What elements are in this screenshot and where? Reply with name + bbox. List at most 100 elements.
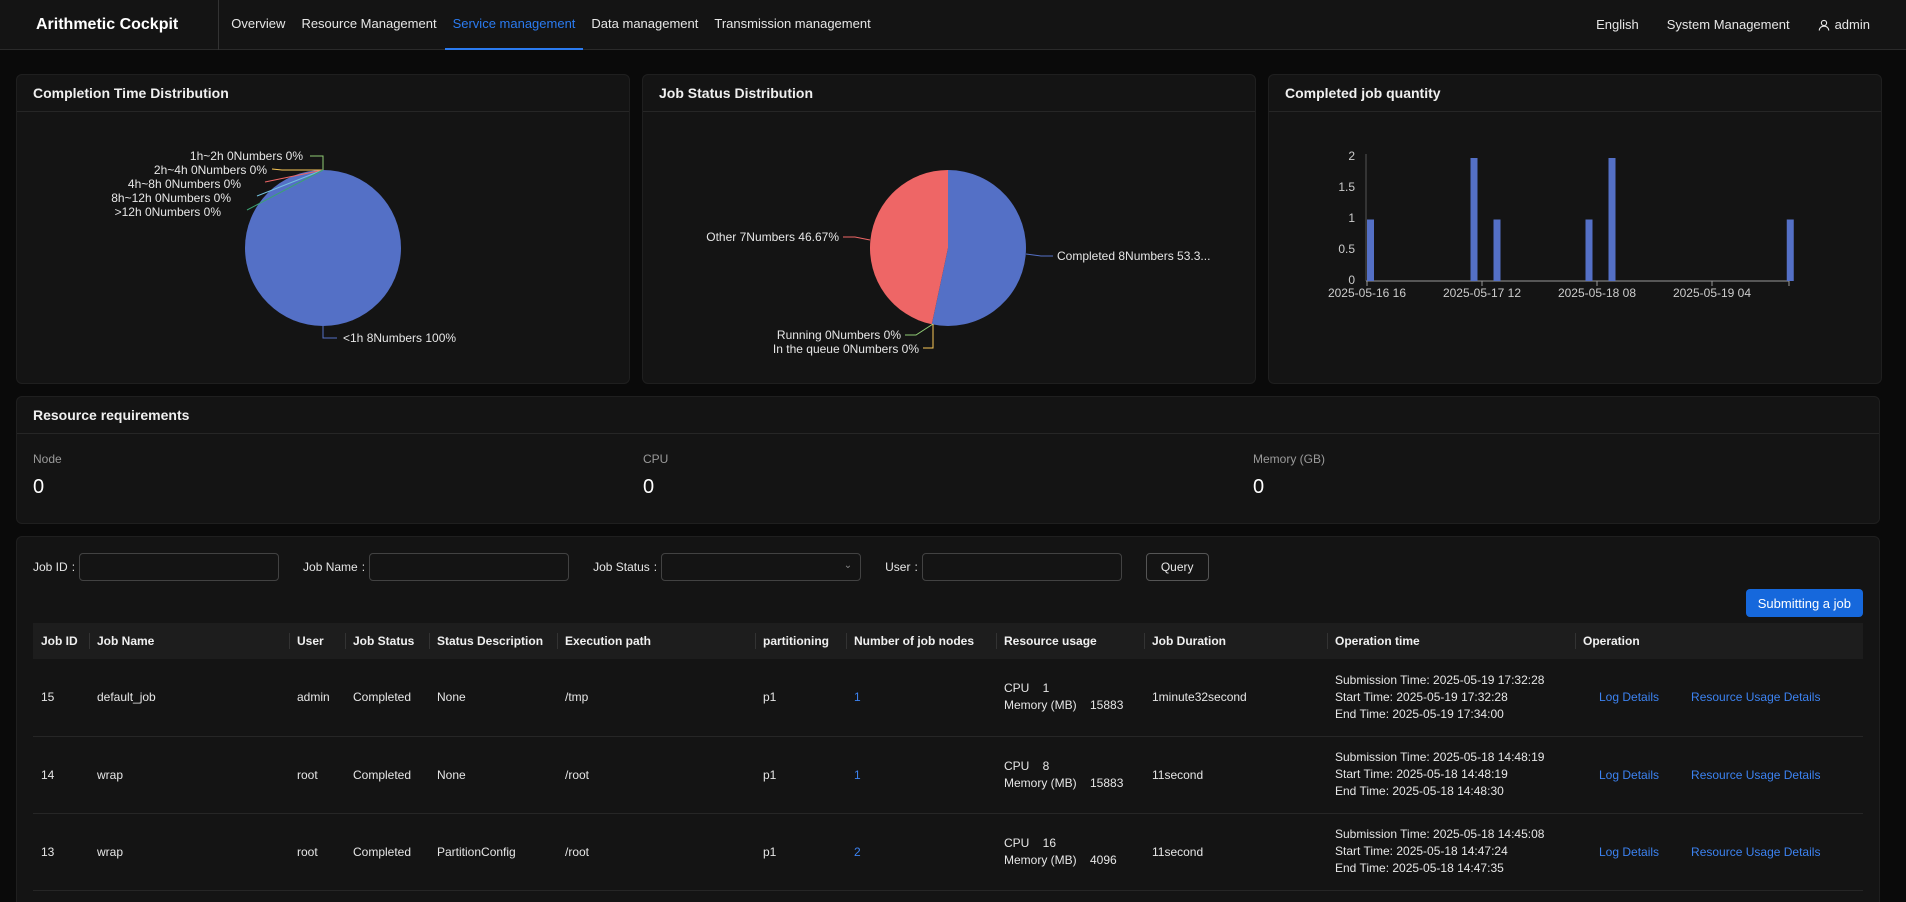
cell-job-duration: 1minute32second <box>1144 659 1327 737</box>
cell-operation: Log Details Resource Usage Details <box>1575 736 1863 814</box>
resource-cpu-value: 0 <box>643 476 655 498</box>
main-nav: Overview Resource Management Service man… <box>218 0 878 50</box>
bar-2025051806[interactable] <box>1585 219 1593 282</box>
bar-2025051917[interactable] <box>1786 219 1794 282</box>
submit-job-button[interactable]: Submitting a job <box>1745 589 1863 617</box>
label-queue: In the queue 0Numbers 0% <box>773 342 919 356</box>
resource-cpu-label: CPU <box>643 452 669 466</box>
x-tick-label: 2025-05-17 12 <box>1443 286 1521 300</box>
table-row: 13 wrap root Completed PartitionConfig /… <box>33 813 1863 891</box>
pie-slice-other[interactable] <box>869 170 948 325</box>
x-tick-label: 2025-05-18 08 <box>1558 286 1636 300</box>
cell-operation: Log Details Resource Usage Details <box>1575 813 1863 891</box>
resource-usage-details-link[interactable]: Resource Usage Details <box>1691 844 1821 859</box>
table-row: 14 wrap root Completed None /root p1 1 C… <box>33 736 1863 814</box>
col-job-nodes: Number of job nodes <box>846 623 996 659</box>
end-time: End Time: 2025-05-18 14:48:30 <box>1335 784 1504 798</box>
bar-2025051616[interactable] <box>1367 219 1374 282</box>
cell-user: root <box>289 736 345 814</box>
query-button[interactable]: Query <box>1145 553 1209 581</box>
y-tick-0: 0 <box>1348 273 1355 287</box>
cell-job-status: Completed <box>345 659 429 737</box>
label-line-running <box>905 323 934 336</box>
resource-usage-details-link[interactable]: Resource Usage Details <box>1691 690 1821 705</box>
submission-time: Submission Time: 2025-05-18 14:45:08 <box>1335 827 1545 841</box>
cell-resource-usage: CPU 16 Memory (MB) 4096 <box>996 813 1144 891</box>
cell-job-id: 13 <box>33 813 89 891</box>
y-tick-0-5: 0.5 <box>1338 242 1355 256</box>
user-icon <box>1818 19 1829 31</box>
bar-2025051714[interactable] <box>1493 219 1501 282</box>
job-id-label: Job ID <box>33 560 68 574</box>
cpu-usage: CPU 1 <box>1004 681 1050 696</box>
nav-resource-management[interactable]: Resource Management <box>301 15 437 31</box>
job-status-title: Job Status Distribution <box>643 75 1255 112</box>
cell-job-status: Completed <box>345 736 429 814</box>
job-name-label: Job Name <box>303 560 358 574</box>
log-details-link[interactable]: Log Details <box>1599 690 1660 705</box>
col-job-id: Job ID <box>33 623 89 659</box>
cell-user: root <box>289 813 345 891</box>
label-running: Running 0Numbers 0% <box>777 328 901 342</box>
nav-transmission-management[interactable]: Transmission management <box>714 15 871 31</box>
job-id-input[interactable] <box>79 553 280 581</box>
nav-service-management[interactable]: Service management <box>444 0 584 50</box>
nav-data-management[interactable]: Data management <box>591 15 699 31</box>
col-job-name: Job Name <box>89 623 289 659</box>
log-details-link[interactable]: Log Details <box>1599 767 1660 782</box>
completion-time-title: Completion Time Distribution <box>17 75 629 112</box>
pie-slice-lt1h[interactable] <box>245 170 401 326</box>
completed-quantity-title: Completed job quantity <box>1269 75 1881 112</box>
pie-slice-completed[interactable] <box>931 170 1026 326</box>
cpu-usage: CPU 16 <box>1004 835 1057 850</box>
label-lt1h: <1h 8Numbers 100% <box>343 331 456 345</box>
cell-job-id: 14 <box>33 736 89 814</box>
memory-usage: Memory (MB) 4096 <box>1004 852 1117 867</box>
label-2h4h: 2h~4h 0Numbers 0% <box>154 163 267 177</box>
memory-usage: Memory (MB) 15883 <box>1004 775 1124 790</box>
cell-job-id: 15 <box>33 659 89 737</box>
x-tick-label: 2025-05-19 04 <box>1673 286 1751 300</box>
user-input[interactable] <box>921 553 1122 581</box>
cell-partitioning: p1 <box>755 659 846 737</box>
y-tick-1: 1 <box>1348 211 1355 225</box>
cell-job-nodes: 1 <box>846 659 996 737</box>
completed-quantity-panel: Completed job quantity 0 0.5 1 1.5 2 202… <box>1268 74 1882 384</box>
job-status-select[interactable]: ⌄ <box>661 553 862 581</box>
user-menu[interactable]: admin <box>1818 17 1870 32</box>
job-status-pie-chart: Other 7Numbers 46.67% Completed 8Numbers… <box>706 170 1210 356</box>
cell-job-name: default_job <box>89 659 289 737</box>
col-partitioning: partitioning <box>755 623 846 659</box>
job-nodes-link[interactable]: 2 <box>854 844 861 859</box>
start-time: Start Time: 2025-05-18 14:47:24 <box>1335 844 1508 858</box>
job-name-input[interactable] <box>369 553 570 581</box>
start-time: Start Time: 2025-05-18 14:48:19 <box>1335 767 1508 781</box>
memory-usage: Memory (MB) 15883 <box>1004 698 1124 713</box>
col-resource-usage: Resource usage <box>996 623 1144 659</box>
language-switch[interactable]: English <box>1596 17 1639 32</box>
cell-status-description: None <box>429 659 557 737</box>
job-nodes-link[interactable]: 1 <box>854 767 861 782</box>
end-time: End Time: 2025-05-18 14:47:35 <box>1335 861 1504 875</box>
completion-time-pie-chart: 1h~2h 0Numbers 0% 2h~4h 0Numbers 0% 4h~8… <box>111 149 456 345</box>
system-management-link[interactable]: System Management <box>1666 17 1790 32</box>
chevron-down-icon: ⌄ <box>843 560 853 571</box>
col-operation: Operation <box>1575 623 1863 659</box>
nav-overview[interactable]: Overview <box>231 15 286 31</box>
resource-usage-details-link[interactable]: Resource Usage Details <box>1691 767 1821 782</box>
log-details-link[interactable]: Log Details <box>1599 844 1660 859</box>
label-8h12h: 8h~12h 0Numbers 0% <box>111 191 231 205</box>
bar-2025051710[interactable] <box>1470 158 1478 281</box>
label-line-completed <box>1025 253 1053 257</box>
job-nodes-link[interactable]: 1 <box>854 690 861 705</box>
col-job-duration: Job Duration <box>1144 623 1327 659</box>
col-operation-time: Operation time <box>1327 623 1575 659</box>
cell-job-duration: 11second <box>1144 736 1327 814</box>
cell-operation-time: Submission Time: 2025-05-18 14:48:19 Star… <box>1327 736 1575 814</box>
y-tick-1-5: 1.5 <box>1338 180 1355 194</box>
start-time: Start Time: 2025-05-19 17:32:28 <box>1335 689 1508 704</box>
bar-2025051810[interactable] <box>1608 158 1616 281</box>
resource-cpu: CPU 0 <box>643 452 1253 499</box>
cell-operation-time: Submission Time: 2025-05-18 14:45:08 Star… <box>1327 813 1575 891</box>
submission-time: Submission Time: 2025-05-19 17:32:28 <box>1335 672 1545 687</box>
